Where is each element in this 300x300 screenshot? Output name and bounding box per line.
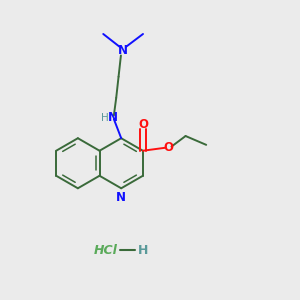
Text: H: H [101,112,109,123]
Text: N: N [118,44,128,57]
Text: N: N [108,111,118,124]
Text: N: N [116,190,126,204]
Text: O: O [164,141,174,154]
Text: O: O [138,118,148,131]
Text: HCl: HCl [94,244,118,256]
Text: H: H [138,244,149,256]
